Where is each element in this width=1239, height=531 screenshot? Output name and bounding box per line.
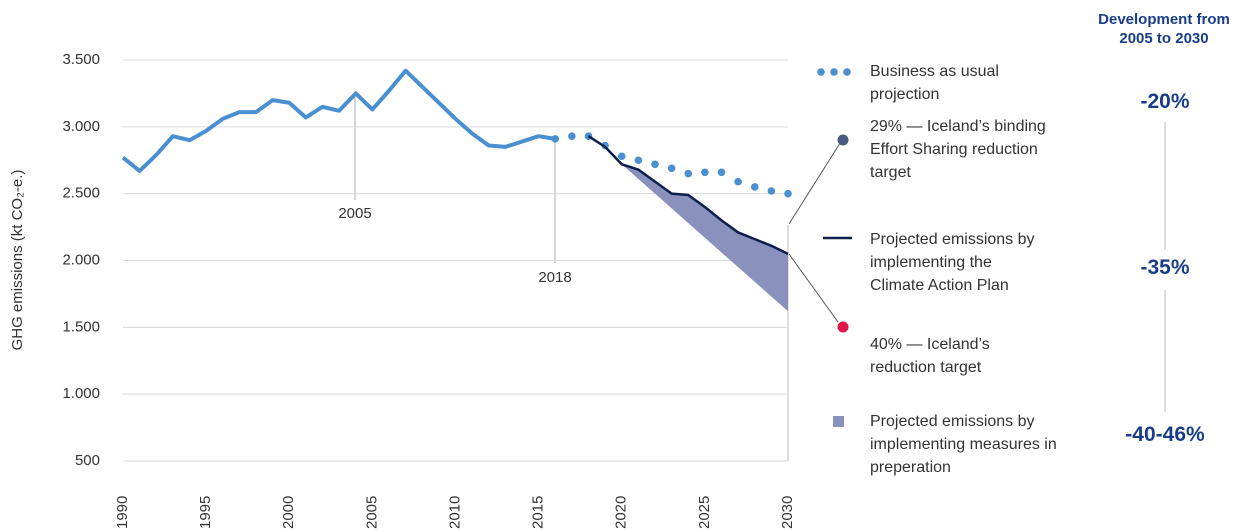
development-title: Development from 2005 to 2030 xyxy=(1098,11,1230,47)
legend-dot xyxy=(830,68,838,76)
x-tick-label: 2000 xyxy=(280,496,297,529)
pointer-line xyxy=(788,139,843,225)
bau-dot xyxy=(568,132,576,140)
y-axis-label: GHG emissions (kt CO₂-e.) xyxy=(9,170,26,351)
x-tick-label: 2020 xyxy=(613,496,630,529)
development-label: -35% xyxy=(1140,256,1190,279)
y-tick-label: 1.500 xyxy=(62,318,100,335)
legend-target xyxy=(837,321,849,333)
legend-label: Business as usual projection xyxy=(870,63,999,103)
bau-dot xyxy=(717,168,726,177)
legend-swatch xyxy=(833,416,844,427)
legend-dot xyxy=(843,68,851,76)
line xyxy=(587,135,789,255)
legend-label: Projected emissions by implementing the … xyxy=(870,231,1035,294)
y-tick-label: 2.500 xyxy=(62,185,100,202)
x-tick-label: 2015 xyxy=(530,496,547,529)
bau-dot xyxy=(784,189,792,198)
x-tick-label: 2025 xyxy=(696,496,713,529)
x-tick-label: 2010 xyxy=(446,496,463,529)
bau-dot xyxy=(634,156,643,165)
bau-dot xyxy=(684,169,693,178)
y-tick-label: 500 xyxy=(75,452,100,469)
bau-dot xyxy=(651,160,659,169)
y-tick-label: 2.000 xyxy=(62,251,100,268)
development-label: -40-46% xyxy=(1125,423,1205,446)
bau-dot xyxy=(750,183,759,191)
y-tick-label: 1.000 xyxy=(62,385,100,402)
bau-dot xyxy=(617,152,626,161)
x-tick-label: 1990 xyxy=(114,496,131,529)
bau-dot xyxy=(667,164,676,173)
legend-label: 29% — Iceland’s binding Effort Sharing r… xyxy=(870,118,1046,181)
y-tick-label: 3.500 xyxy=(62,51,100,68)
bau-dot xyxy=(701,168,709,177)
legend-target xyxy=(837,134,849,146)
bau-dot xyxy=(551,135,560,143)
x-tick-label: 2030 xyxy=(779,496,796,529)
legend-label: Projected emissions by implementing meas… xyxy=(870,413,1057,476)
legend-dot xyxy=(817,68,825,76)
bau-dot xyxy=(734,177,742,186)
line xyxy=(121,68,556,173)
development-label: -20% xyxy=(1140,90,1190,113)
x-tick-label: 2005 xyxy=(363,496,380,529)
legend-label: 40% — Iceland’s reduction target xyxy=(870,336,990,376)
bau-dot xyxy=(767,187,776,195)
annotation: 2018 xyxy=(538,269,571,286)
annotation: 2005 xyxy=(338,205,371,222)
pointer-line xyxy=(788,253,839,323)
x-tick-label: 1995 xyxy=(197,496,214,529)
y-tick-label: 3.000 xyxy=(62,118,100,135)
measures-area xyxy=(621,164,788,312)
